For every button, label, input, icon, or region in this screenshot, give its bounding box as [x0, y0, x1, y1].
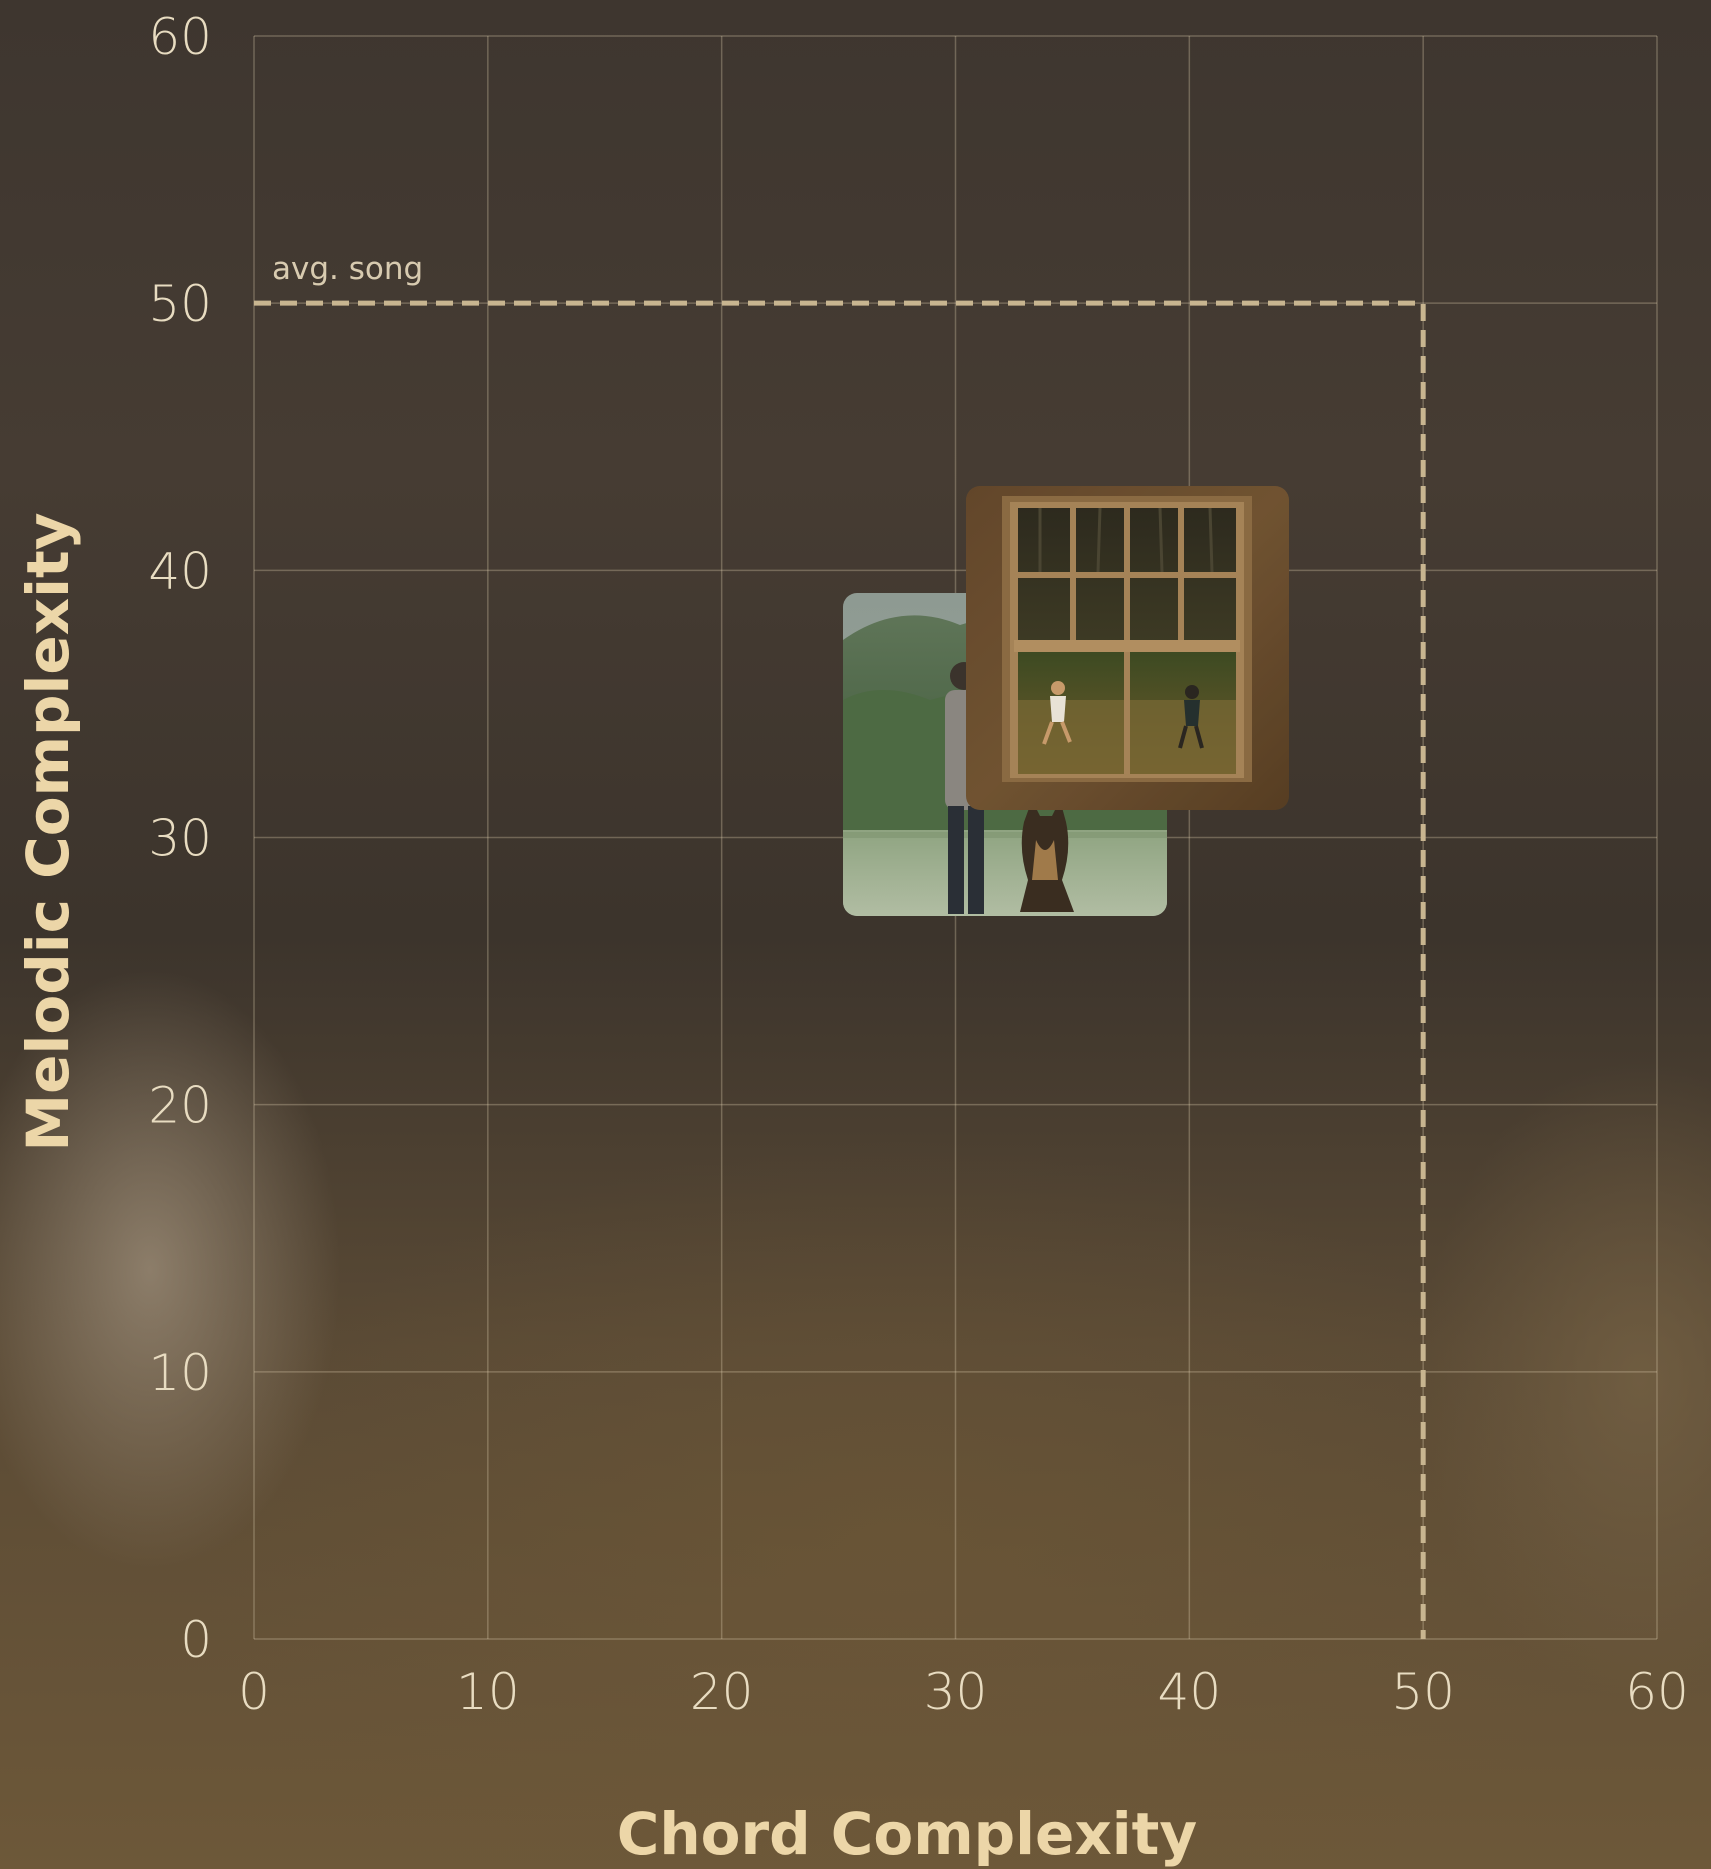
- y-tick-label: 60: [148, 8, 212, 66]
- x-tick-label: 30: [924, 1663, 988, 1721]
- y-axis-ticks: 0 10 20 30 40 50 60: [148, 8, 212, 1669]
- y-tick-label: 0: [180, 1611, 212, 1669]
- avg-song-reference: avg. song: [254, 251, 1426, 1639]
- y-tick-label: 40: [148, 542, 212, 600]
- x-tick-label: 40: [1158, 1663, 1222, 1721]
- y-tick-label: 20: [148, 1077, 212, 1135]
- x-tick-label: 10: [456, 1663, 520, 1721]
- y-tick-label: 10: [148, 1344, 212, 1402]
- scatter-point-window-children-cover[interactable]: [966, 486, 1289, 810]
- y-tick-label: 50: [148, 275, 212, 333]
- y-axis-title: Melodic Complexity: [14, 512, 82, 1151]
- x-tick-label: 20: [690, 1663, 754, 1721]
- x-tick-label: 60: [1625, 1663, 1689, 1721]
- x-axis-ticks: 0 10 20 30 40 50 60: [238, 1663, 1689, 1721]
- avg-song-reference-line: [254, 300, 1426, 1639]
- x-tick-label: 50: [1391, 1663, 1455, 1721]
- x-axis-title: Chord Complexity: [617, 1800, 1197, 1868]
- avg-song-label: avg. song: [272, 251, 423, 287]
- y-tick-label: 30: [148, 810, 212, 868]
- x-tick-label: 0: [238, 1663, 270, 1721]
